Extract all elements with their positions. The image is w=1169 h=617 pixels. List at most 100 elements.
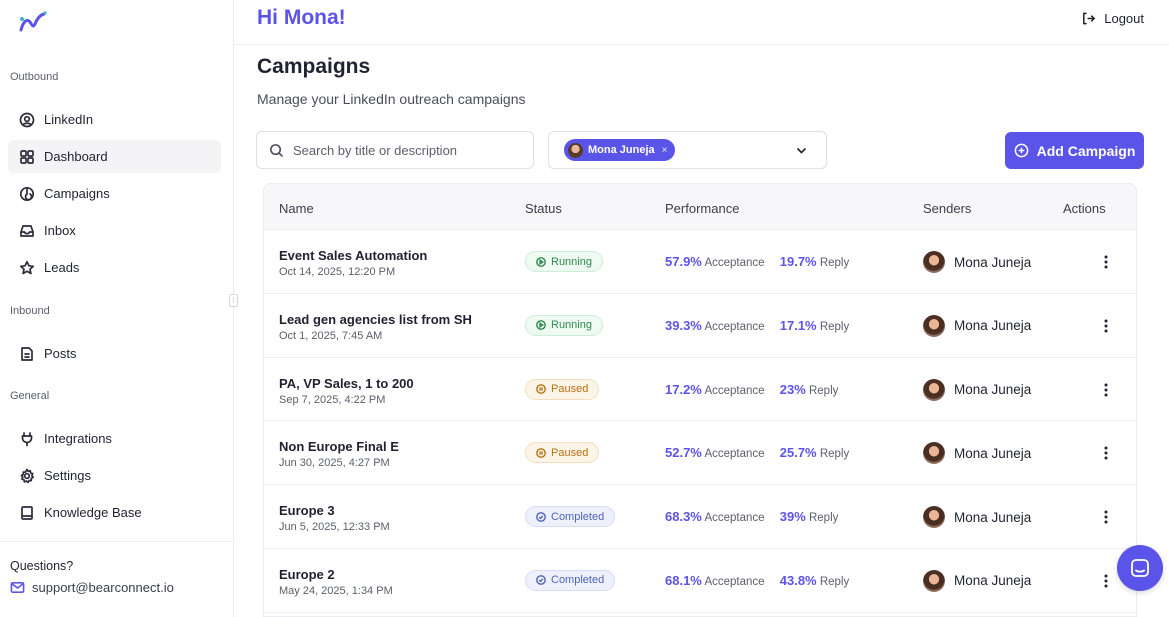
acceptance-label: Acceptance bbox=[704, 257, 765, 269]
row-actions-button[interactable] bbox=[1098, 443, 1114, 463]
sidebar-item-dashboard[interactable]: Dashboard bbox=[8, 140, 221, 173]
sender-name: Mona Juneja bbox=[954, 573, 1032, 589]
reply-rate: 19.7% bbox=[779, 254, 817, 269]
row-actions-button[interactable] bbox=[1098, 252, 1114, 272]
sidebar-resize-handle[interactable]: ⋮ bbox=[229, 294, 238, 307]
chip-remove-icon[interactable]: × bbox=[661, 144, 668, 156]
sidebar-item-label: LinkedIn bbox=[44, 112, 94, 127]
sidebar-item-label: Knowledge Base bbox=[44, 505, 142, 520]
status-label: Completed bbox=[551, 510, 605, 523]
inbox-icon bbox=[18, 222, 36, 240]
greeting: Hi Mona! bbox=[257, 6, 346, 29]
search-input[interactable] bbox=[293, 142, 513, 158]
section-label-outbound: Outbound bbox=[10, 71, 59, 83]
column-header-performance[interactable]: Performance bbox=[665, 201, 740, 216]
bearconnect-logo[interactable] bbox=[18, 10, 48, 34]
campaign-name[interactable]: Event Sales Automation bbox=[279, 248, 428, 263]
avatar bbox=[923, 506, 945, 529]
campaigns-table: Name Status Performance Senders Actions … bbox=[263, 183, 1137, 617]
status-badge: Paused bbox=[525, 442, 600, 464]
more-vertical-icon bbox=[1104, 446, 1108, 460]
questions-label: Questions? bbox=[10, 559, 74, 573]
avatar bbox=[923, 569, 945, 592]
table-row[interactable]: Lead gen agencies list from SH Oct 1, 20… bbox=[264, 293, 1136, 358]
completed-icon bbox=[536, 575, 546, 586]
header-divider bbox=[234, 44, 1169, 45]
more-vertical-icon bbox=[1104, 510, 1108, 524]
sidebar-item-knowledge-base[interactable]: Knowledge Base bbox=[8, 496, 221, 529]
sidebar-item-label: Leads bbox=[44, 260, 80, 275]
sidebar-item-integrations[interactable]: Integrations bbox=[8, 422, 221, 455]
completed-icon bbox=[536, 511, 546, 522]
sidebar-item-leads[interactable]: Leads bbox=[8, 251, 221, 284]
column-header-senders[interactable]: Senders bbox=[923, 201, 972, 216]
campaign-icon bbox=[18, 185, 36, 203]
campaign-date: May 24, 2025, 1:34 PM bbox=[279, 584, 393, 597]
more-vertical-icon bbox=[1104, 383, 1108, 397]
sender-cell: Mona Juneja bbox=[923, 506, 1031, 529]
table-row[interactable]: Event Sales Automation Oct 14, 2025, 12:… bbox=[264, 230, 1136, 294]
campaign-date: Jun 5, 2025, 12:33 PM bbox=[279, 521, 390, 534]
reply-rate: 39% bbox=[779, 509, 806, 525]
reply-label: Reply bbox=[819, 257, 850, 269]
status-cell: Running bbox=[525, 251, 603, 272]
page-subtitle: Manage your LinkedIn outreach campaigns bbox=[257, 91, 526, 107]
sidebar-item-settings[interactable]: Settings bbox=[8, 459, 221, 492]
campaign-name[interactable]: Europe 2 bbox=[279, 566, 335, 582]
campaign-name[interactable]: Europe 3 bbox=[279, 503, 335, 519]
sidebar-item-posts[interactable]: Posts bbox=[8, 337, 221, 370]
search-box[interactable] bbox=[256, 131, 534, 169]
column-header-name[interactable]: Name bbox=[279, 201, 314, 216]
acceptance-rate: 39.3% bbox=[665, 317, 702, 333]
performance-cell: 17.2% Acceptance 23% Reply bbox=[665, 382, 838, 397]
campaign-name-cell: Non Europe Final E Jun 30, 2025, 4:27 PM bbox=[279, 439, 399, 469]
table-row[interactable]: PA, VP Sales, 1 to 200 Sep 7, 2025, 4:22… bbox=[264, 357, 1136, 422]
plug-icon bbox=[18, 430, 36, 448]
support-email-link[interactable]: support@bearconnect.io bbox=[10, 580, 174, 595]
status-label: Completed bbox=[551, 574, 605, 587]
status-cell: Paused bbox=[525, 442, 600, 464]
table-row[interactable]: Non Europe Final E Jun 30, 2025, 4:27 PM… bbox=[264, 421, 1136, 486]
sender-filter-select[interactable]: Mona Juneja × bbox=[548, 131, 827, 169]
more-vertical-icon bbox=[1104, 255, 1108, 269]
reply-rate: 17.1% bbox=[779, 317, 817, 333]
sender-name: Mona Juneja bbox=[954, 445, 1032, 461]
acceptance-rate: 17.2% bbox=[665, 381, 702, 397]
sender-cell: Mona Juneja bbox=[923, 251, 1031, 273]
sidebar-item-inbox[interactable]: Inbox bbox=[8, 214, 221, 247]
section-label-inbound: Inbound bbox=[10, 305, 50, 317]
running-icon bbox=[536, 320, 546, 331]
row-actions-button[interactable] bbox=[1098, 316, 1114, 336]
row-actions-button[interactable] bbox=[1098, 571, 1114, 591]
status-label: Paused bbox=[551, 446, 589, 459]
row-actions-button[interactable] bbox=[1098, 507, 1114, 527]
acceptance-rate: 52.7% bbox=[665, 445, 702, 461]
add-campaign-label: Add Campaign bbox=[1036, 142, 1136, 159]
status-badge: Running bbox=[525, 314, 603, 336]
support-email: support@bearconnect.io bbox=[32, 580, 174, 595]
acceptance-label: Acceptance bbox=[704, 320, 765, 333]
campaign-name-cell: Lead gen agencies list from SH Oct 1, 20… bbox=[279, 312, 472, 342]
campaign-name[interactable]: Non Europe Final E bbox=[279, 439, 399, 455]
campaign-name[interactable]: Lead gen agencies list from SH bbox=[279, 311, 472, 327]
sender-name: Mona Juneja bbox=[954, 318, 1032, 334]
column-header-status[interactable]: Status bbox=[525, 201, 562, 216]
campaign-name[interactable]: PA, VP Sales, 1 to 200 bbox=[279, 375, 414, 391]
chevron-down-icon[interactable] bbox=[795, 144, 808, 157]
sidebar-item-campaigns[interactable]: Campaigns bbox=[8, 177, 221, 210]
table-row[interactable]: Europe 2 May 24, 2025, 1:34 PM Completed… bbox=[264, 548, 1136, 613]
sidebar-item-linkedin[interactable]: LinkedIn bbox=[8, 103, 221, 136]
avatar bbox=[923, 251, 945, 273]
chat-support-button[interactable] bbox=[1117, 545, 1163, 591]
table-row[interactable]: Europe 3 Jun 5, 2025, 12:33 PM Completed… bbox=[264, 485, 1136, 549]
sidebar: Outbound LinkedIn Dashboard Campaigns In… bbox=[0, 0, 234, 617]
sender-cell: Mona Juneja bbox=[923, 378, 1031, 401]
sender-cell: Mona Juneja bbox=[923, 442, 1032, 465]
star-icon bbox=[18, 259, 36, 277]
more-vertical-icon bbox=[1104, 319, 1108, 333]
sidebar-item-label: Dashboard bbox=[44, 149, 108, 164]
row-actions-button[interactable] bbox=[1098, 380, 1114, 400]
add-campaign-button[interactable]: Add Campaign bbox=[1005, 132, 1144, 169]
acceptance-label: Acceptance bbox=[704, 448, 765, 461]
logout-button[interactable]: Logout bbox=[1081, 11, 1144, 26]
